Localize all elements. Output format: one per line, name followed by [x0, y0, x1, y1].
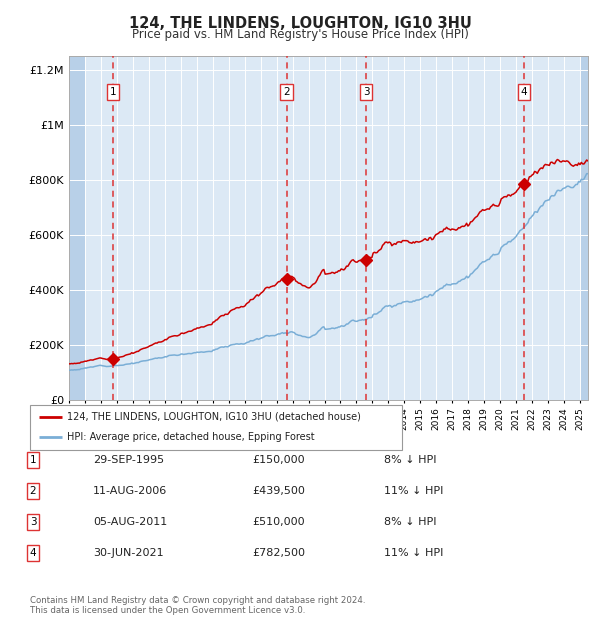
Bar [69, 56, 85, 400]
Text: £782,500: £782,500 [252, 548, 305, 558]
Text: 2: 2 [283, 87, 290, 97]
Text: 05-AUG-2011: 05-AUG-2011 [93, 517, 167, 527]
Text: 11-AUG-2006: 11-AUG-2006 [93, 486, 167, 496]
Text: 8% ↓ HPI: 8% ↓ HPI [384, 455, 437, 465]
Text: 4: 4 [29, 548, 37, 558]
Text: HPI: Average price, detached house, Epping Forest: HPI: Average price, detached house, Eppi… [67, 432, 315, 443]
Text: Contains HM Land Registry data © Crown copyright and database right 2024.
This d: Contains HM Land Registry data © Crown c… [30, 596, 365, 615]
Text: £510,000: £510,000 [252, 517, 305, 527]
Text: 1: 1 [110, 87, 116, 97]
Text: £439,500: £439,500 [252, 486, 305, 496]
Text: 124, THE LINDENS, LOUGHTON, IG10 3HU (detached house): 124, THE LINDENS, LOUGHTON, IG10 3HU (de… [67, 412, 361, 422]
Text: Price paid vs. HM Land Registry's House Price Index (HPI): Price paid vs. HM Land Registry's House … [131, 28, 469, 41]
Text: 8% ↓ HPI: 8% ↓ HPI [384, 517, 437, 527]
FancyBboxPatch shape [30, 405, 402, 450]
Text: 30-JUN-2021: 30-JUN-2021 [93, 548, 164, 558]
Text: 3: 3 [29, 517, 37, 527]
Text: 4: 4 [521, 87, 527, 97]
Text: 2: 2 [29, 486, 37, 496]
Text: 29-SEP-1995: 29-SEP-1995 [93, 455, 164, 465]
Text: 11% ↓ HPI: 11% ↓ HPI [384, 486, 443, 496]
Text: 3: 3 [363, 87, 370, 97]
Text: 124, THE LINDENS, LOUGHTON, IG10 3HU: 124, THE LINDENS, LOUGHTON, IG10 3HU [128, 16, 472, 30]
Text: 1: 1 [29, 455, 37, 465]
Text: 11% ↓ HPI: 11% ↓ HPI [384, 548, 443, 558]
Bar [580, 56, 588, 400]
Text: £150,000: £150,000 [252, 455, 305, 465]
